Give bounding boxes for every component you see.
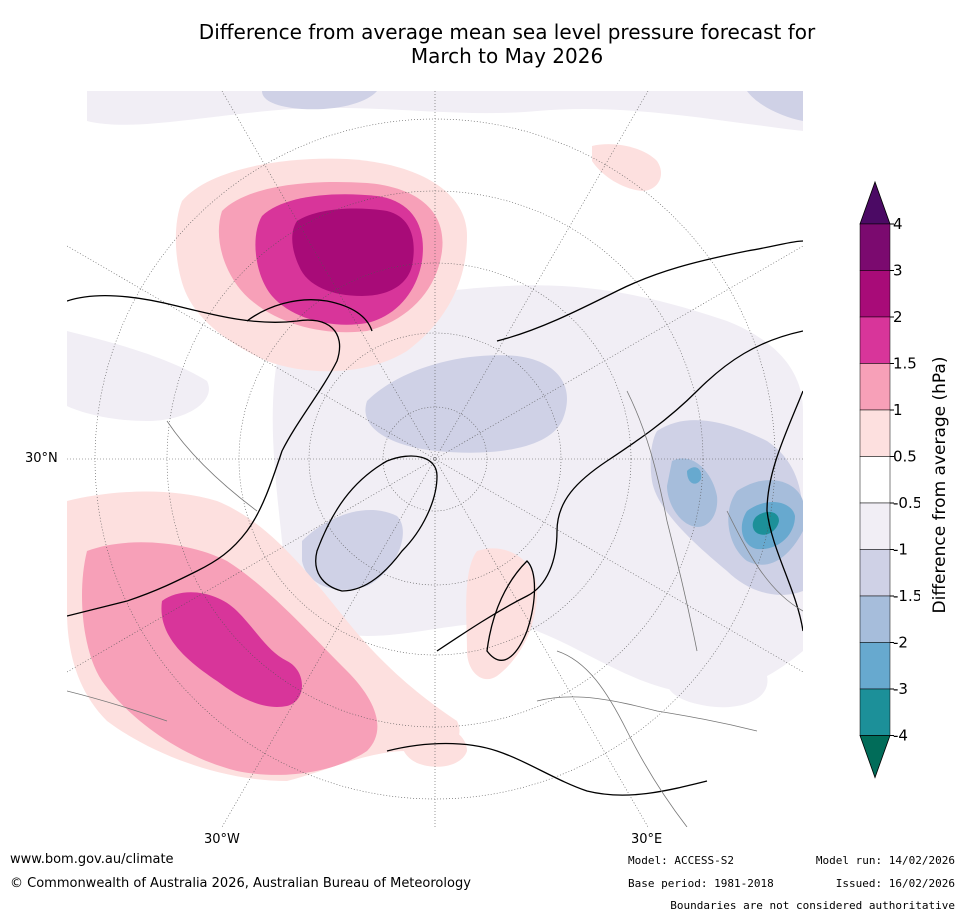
colorbar-bin [859, 409, 891, 457]
chart-title: Difference from average mean sea level p… [0, 20, 965, 68]
colorbar-extend-over [859, 180, 891, 225]
east-asia-coast [766, 390, 803, 632]
anomaly-region-left-neg [67, 331, 209, 421]
colorbar-bin [859, 223, 891, 271]
colorbar-bin [859, 502, 891, 550]
chart-title-line1: Difference from average mean sea level p… [198, 20, 816, 44]
colorbar-bin [859, 688, 891, 736]
footer-disclaimer: Boundaries are not considered authoritat… [670, 899, 955, 912]
colorbar-bin [859, 549, 891, 597]
anomaly-region-neg-top-core [262, 91, 377, 110]
scandinavia-coast [486, 560, 536, 661]
anomaly-region-atlantic-pos-inner [161, 592, 302, 707]
colorbar-tick-label: 2 [893, 308, 903, 326]
asia-north-coast [496, 240, 803, 342]
colorbar-tick-label: 4 [893, 215, 903, 233]
colorbar-tick-label: -4 [893, 727, 908, 745]
anomaly-region-asia-core [667, 458, 718, 527]
lat-label-30n: 30°N [25, 451, 58, 466]
footer-model-run: Model run: 14/02/2026 [815, 854, 955, 867]
lon-label-30w: 30°W [204, 832, 240, 847]
europe-south-coast [386, 742, 708, 796]
anomaly-region-neg-top [87, 91, 803, 131]
colorbar-tick-label: -1 [893, 541, 908, 559]
colorbar-bin [859, 642, 891, 690]
colorbar-tick-label: 0.5 [893, 448, 917, 466]
anomaly-region-pacific-pos-core [292, 208, 414, 296]
anomaly-region-greenland-neg [302, 510, 403, 590]
pressure-anomaly-map [67, 91, 803, 827]
colorbar-extend-under [859, 735, 891, 779]
colorbar-bin [859, 270, 891, 318]
colorbar-tick-label: 3 [893, 262, 903, 280]
anomaly-region-neg-topright [747, 91, 803, 121]
north-america-coast [67, 294, 341, 617]
colorbar-bin [859, 595, 891, 643]
colorbar-bin [859, 456, 891, 504]
footer-issued: Issued: 16/02/2026 [835, 877, 955, 890]
footer-url: www.bom.gov.au/climate [10, 852, 174, 867]
colorbar-tick-label: -3 [893, 680, 908, 698]
footer-copyright: © Commonwealth of Australia 2026, Austra… [10, 876, 471, 891]
anomaly-region-east-asia-min [752, 511, 779, 535]
colorbar-tick-label: 1.5 [893, 355, 917, 373]
colorbar: 4 3 2 1.5 1 0.5 -0.5 -1 -1.5 -2 -3 -4 [859, 180, 920, 779]
colorbar-title: Difference from average (hPa) [930, 356, 950, 614]
colorbar-bin [859, 363, 891, 411]
anomaly-region-alaska-pos [592, 144, 662, 191]
anomaly-region-small-neg [687, 467, 702, 484]
coastlines [67, 240, 803, 796]
footer-model: Model: ACCESS-S2 [628, 854, 734, 867]
footer-base-period: Base period: 1981-2018 [628, 877, 774, 890]
greenland-coast [315, 455, 438, 592]
colorbar-tick-label: -0.5 [893, 494, 920, 512]
lon-label-30e: 30°E [631, 832, 663, 847]
graticule [67, 91, 803, 827]
colorbar-bin [859, 316, 891, 364]
anomaly-region-far-east-neg [666, 656, 768, 708]
anomaly-region-med-pos [401, 724, 467, 767]
country-borders [67, 390, 803, 827]
alaska-coast [246, 299, 373, 332]
colorbar-tick-label: -1.5 [893, 587, 920, 605]
colorbar-tick-label: -2 [893, 634, 908, 652]
colorbar-tick-label: 1 [893, 401, 903, 419]
anomaly-region-arctic-core [365, 355, 567, 453]
chart-title-line2: March to May 2026 [410, 44, 604, 68]
eurasia-coast [436, 330, 803, 652]
